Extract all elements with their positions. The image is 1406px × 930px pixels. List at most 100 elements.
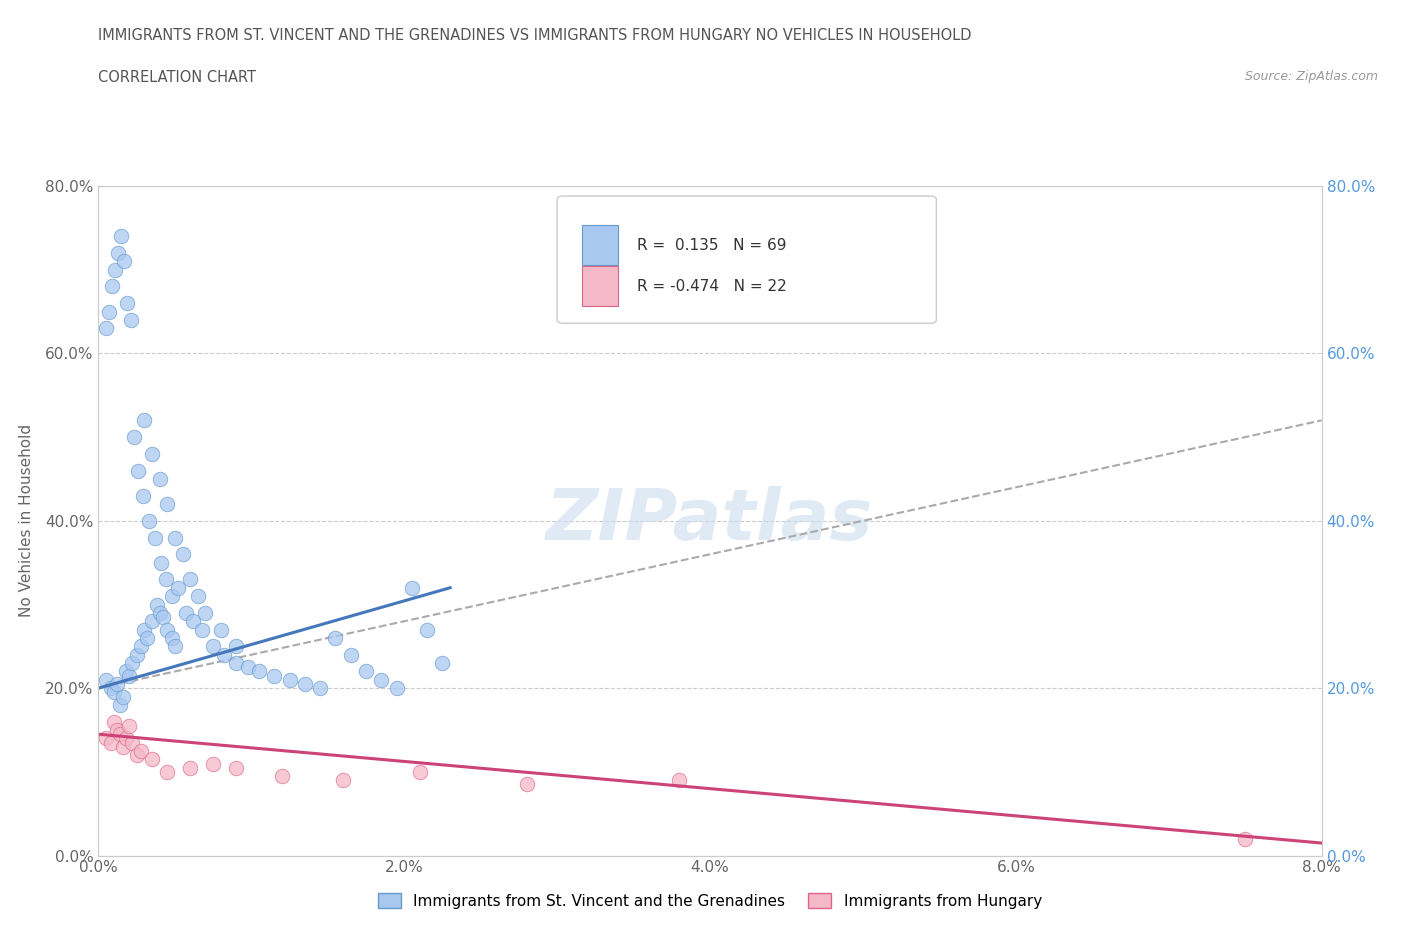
Point [115, 731, 138, 746]
Point [156, 622, 179, 637]
Point [160, 631, 183, 645]
Point [110, 229, 132, 244]
Point [174, 605, 197, 620]
Point [94, 672, 117, 687]
Point [121, 656, 143, 671]
Point [149, 605, 172, 620]
Point [179, 761, 201, 776]
Point [134, 622, 156, 637]
Point [118, 669, 141, 684]
Point [385, 681, 408, 696]
Point [370, 672, 392, 687]
Point [432, 656, 454, 671]
Point [117, 296, 139, 311]
Point [143, 530, 166, 545]
Point [247, 664, 270, 679]
Text: ZIPatlas: ZIPatlas [547, 486, 873, 555]
Point [309, 681, 332, 696]
Point [138, 513, 160, 528]
Point [132, 488, 155, 503]
Point [202, 639, 225, 654]
Text: R =  0.135   N = 69: R = 0.135 N = 69 [637, 238, 786, 253]
Point [111, 739, 134, 754]
Point [105, 677, 128, 692]
Text: Source: ZipAtlas.com: Source: ZipAtlas.com [1244, 70, 1378, 83]
Point [156, 497, 179, 512]
Point [108, 698, 131, 712]
Point [103, 714, 125, 729]
Y-axis label: No Vehicles in Household: No Vehicles in Household [18, 424, 34, 618]
FancyBboxPatch shape [557, 196, 936, 324]
Point [152, 610, 174, 625]
Point [212, 647, 235, 662]
Point [98, 304, 121, 319]
Point [120, 312, 142, 327]
Text: R = -0.474   N = 22: R = -0.474 N = 22 [637, 279, 786, 294]
Point [108, 727, 131, 742]
Point [270, 768, 294, 783]
Point [101, 279, 124, 294]
Point [145, 597, 167, 612]
Bar [582, 266, 619, 306]
Point [408, 764, 430, 779]
Point [278, 672, 301, 687]
Point [127, 463, 149, 478]
Legend: Immigrants from St. Vincent and the Grenadines, Immigrants from Hungary: Immigrants from St. Vincent and the Gren… [373, 886, 1047, 915]
Point [141, 614, 163, 629]
Point [163, 639, 186, 654]
Point [181, 614, 204, 629]
Point [167, 580, 190, 595]
Point [155, 572, 177, 587]
Point [121, 736, 143, 751]
Text: IMMIGRANTS FROM ST. VINCENT AND THE GRENADINES VS IMMIGRANTS FROM HUNGARY NO VEH: IMMIGRANTS FROM ST. VINCENT AND THE GREN… [98, 28, 972, 43]
Point [225, 761, 247, 776]
Point [156, 764, 179, 779]
Point [194, 605, 217, 620]
Point [150, 555, 173, 570]
Point [129, 639, 152, 654]
Point [107, 246, 129, 260]
Point [134, 413, 156, 428]
Point [332, 773, 354, 788]
Point [105, 723, 128, 737]
Point [160, 589, 183, 604]
Point [149, 472, 172, 486]
Point [339, 647, 361, 662]
Point [163, 530, 186, 545]
Point [1234, 831, 1257, 846]
Point [416, 622, 439, 637]
Text: CORRELATION CHART: CORRELATION CHART [98, 70, 256, 85]
Point [209, 622, 232, 637]
Point [125, 647, 148, 662]
Point [515, 777, 537, 792]
Point [354, 664, 377, 679]
Point [100, 681, 122, 696]
Bar [582, 225, 619, 265]
Point [104, 262, 127, 277]
Point [94, 321, 117, 336]
Point [172, 547, 194, 562]
Point [125, 748, 148, 763]
Point [118, 719, 141, 734]
Point [238, 660, 260, 675]
Point [179, 572, 201, 587]
Point [136, 631, 159, 645]
Point [668, 773, 690, 788]
Point [325, 631, 347, 645]
Point [225, 639, 247, 654]
Point [111, 689, 134, 704]
Point [129, 744, 152, 759]
Point [141, 751, 163, 766]
Point [94, 731, 117, 746]
Point [191, 622, 214, 637]
Point [202, 756, 225, 771]
Point [294, 677, 316, 692]
Point [141, 446, 163, 461]
Point [225, 656, 247, 671]
Point [112, 254, 135, 269]
Point [263, 669, 285, 684]
Point [187, 589, 209, 604]
Point [103, 685, 125, 700]
Point [401, 580, 423, 595]
Point [122, 430, 145, 445]
